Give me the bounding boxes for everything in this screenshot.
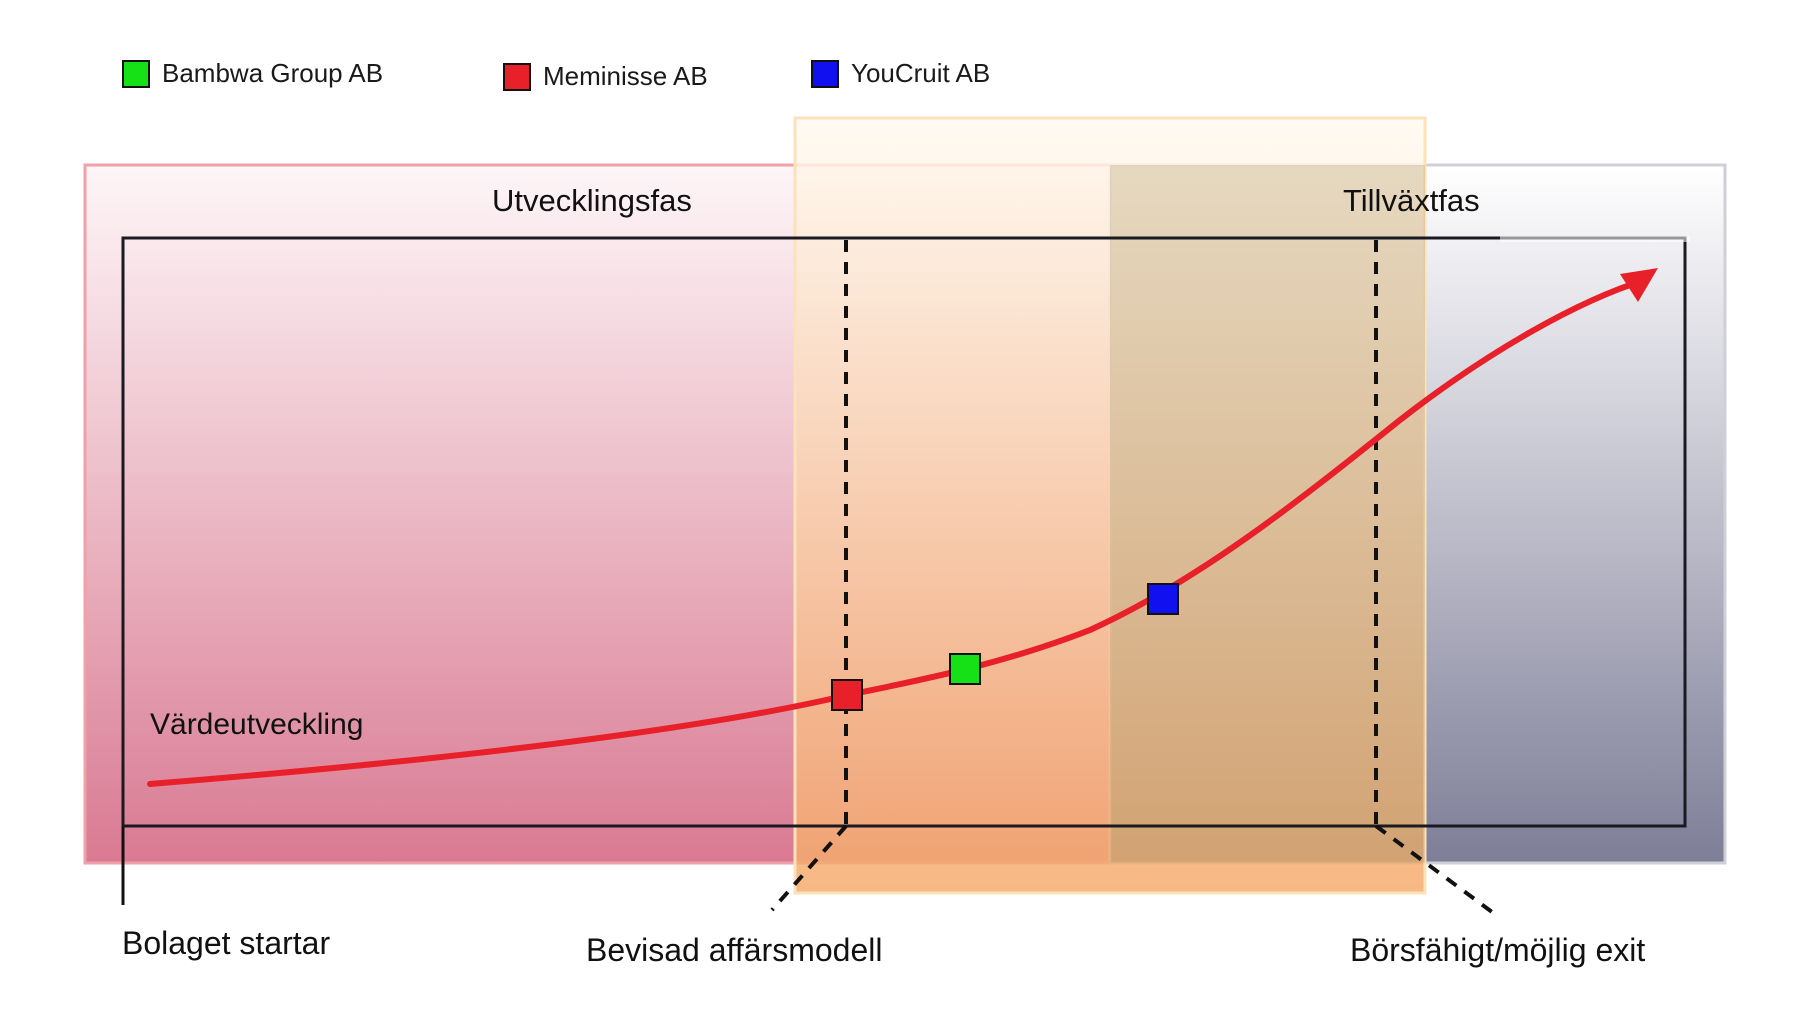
legend-item-meminisse: Meminisse AB [503,61,708,92]
bambwa-swatch [122,59,150,88]
milestone-start-label: Bolaget startar [122,925,331,961]
legend-label-youcruit: YouCruit AB [851,58,991,88]
legend-item-bambwa: Bambwa Group AB [122,58,383,89]
bambwa-marker[interactable] [949,653,981,685]
meminisse-marker[interactable] [831,679,863,711]
youcruit-marker[interactable] [1147,583,1179,615]
legend-label-bambwa: Bambwa Group AB [162,58,384,88]
milestone-exit-label: Börsfähigt/möjlig exit [1350,932,1646,968]
proven-milestone-line [770,240,848,912]
growth-phase-title: Tillväxtfas [1343,183,1480,218]
value-curve-arrowhead [1620,268,1658,302]
milestone-proven-label: Bevisad affärsmodell [586,932,883,968]
proof-phase-zone [793,116,1427,895]
value-curve [147,277,1648,787]
youcruit-swatch [811,59,839,88]
development-phase-title: Utvecklingsfas [492,183,692,218]
inner-frame-fade [1500,236,1690,242]
exit-milestone-line [1374,240,1494,914]
meminisse-swatch [503,62,531,91]
growth-overlap-tint [1110,165,1425,863]
legend-label-meminisse: Meminisse AB [543,61,708,91]
legend-item-youcruit: YouCruit AB [811,58,990,89]
curve-label: Värdeutveckling [150,708,364,741]
inner-frame [121,236,1687,828]
